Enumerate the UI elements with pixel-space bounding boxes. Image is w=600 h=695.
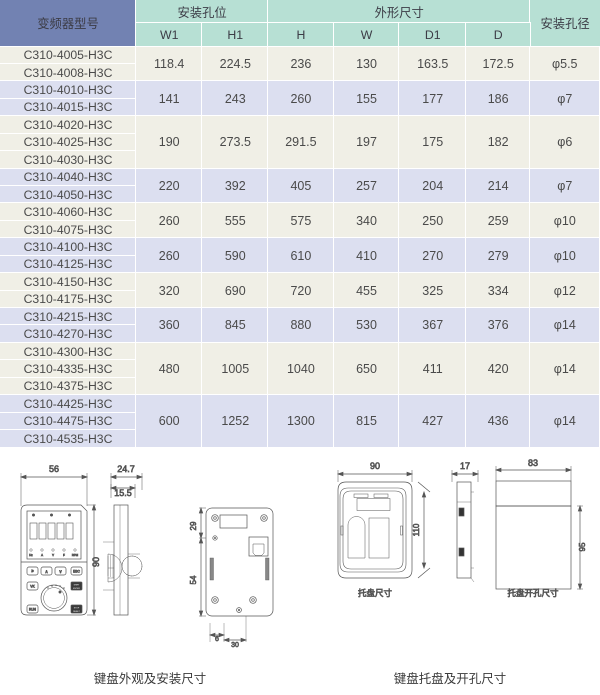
svg-text:VK: VK (30, 584, 35, 588)
svg-text:V: V (52, 553, 54, 557)
svg-text:∨: ∨ (59, 569, 63, 574)
svg-text:RPM: RPM (72, 553, 79, 557)
svg-text:F: F (63, 553, 65, 557)
svg-text:ENTER: ENTER (73, 588, 80, 590)
svg-text:A: A (41, 553, 43, 557)
svg-text:56: 56 (49, 464, 59, 474)
svg-text:95: 95 (578, 542, 587, 551)
svg-text:»: » (31, 568, 34, 574)
svg-text:90: 90 (370, 461, 380, 471)
svg-text:17: 17 (460, 461, 470, 471)
svg-text:RUN: RUN (29, 607, 37, 611)
svg-text:ESC: ESC (73, 569, 80, 573)
svg-text:24.7: 24.7 (117, 464, 135, 474)
svg-text:托盘尺寸: 托盘尺寸 (358, 588, 393, 598)
svg-text:6: 6 (215, 636, 219, 643)
svg-text:RESET: RESET (73, 611, 80, 613)
svg-text:Hz: Hz (29, 553, 33, 557)
svg-text:29: 29 (189, 521, 198, 530)
svg-text:90: 90 (91, 557, 101, 567)
svg-text:54: 54 (189, 575, 198, 584)
svg-text:托盘开孔尺寸: 托盘开孔尺寸 (507, 588, 559, 598)
svg-text:15.5: 15.5 (114, 488, 132, 498)
svg-text:STOP: STOP (74, 608, 80, 610)
svg-text:∧: ∧ (45, 569, 49, 574)
svg-text:30: 30 (231, 642, 239, 649)
svg-text:SHIFT: SHIFT (74, 585, 81, 587)
svg-text:110: 110 (412, 523, 421, 536)
svg-text:83: 83 (528, 458, 538, 468)
